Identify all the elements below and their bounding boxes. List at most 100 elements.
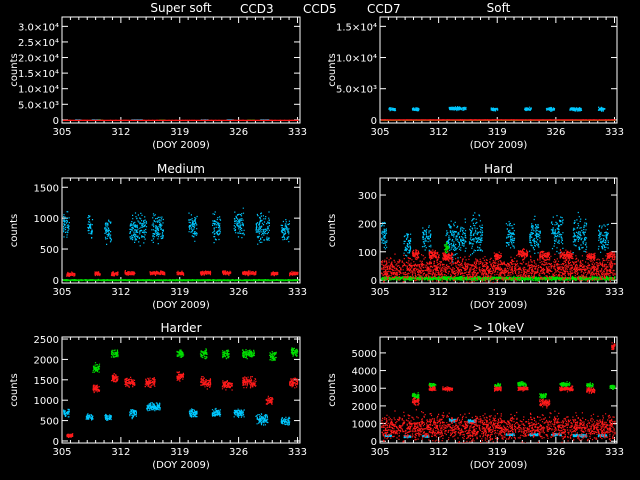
x-tick-label: 312 [429,287,448,298]
data-point-cluster [517,386,529,392]
data-point-cluster [242,376,257,389]
y-axis-label: counts [327,214,338,247]
data-point-cluster [199,348,208,360]
y-tick-label: 2.0×10⁴ [18,54,59,65]
y-tick-label: 500 [40,245,59,256]
data-point-cluster [517,381,527,388]
data-point-cluster [611,342,616,351]
data-point-cluster [380,221,388,250]
data-point-cluster [505,221,516,249]
legend: CCD3 CCD5 CCD7 [240,2,401,16]
data-point-cluster [290,347,299,357]
data-point-cluster [380,119,616,121]
y-tick-label: 3.0×10⁴ [18,22,59,33]
panels: Super soft 305 312 319 326 333 0 5.0×10³ 1.0×10⁴… [9,1,624,471]
data-point-cluster [110,271,119,277]
y-tick-label: 5000 [352,349,377,360]
series-ccd3 [63,402,291,426]
legend-ccd7: CCD7 [367,2,401,16]
panel-title: > 10keV [473,321,525,335]
data-point-cluster [124,376,136,388]
y-tick-label: 0 [53,437,59,448]
series-ccd5 [62,278,299,282]
x-axis-label: (DOY 2009) [152,140,210,151]
x-tick-label: 333 [605,287,624,298]
data-point-cluster [280,416,291,426]
series-ccd7 [66,270,299,277]
data-point-cluster [539,398,551,409]
series-ccd7 [380,119,616,121]
series-ccd3 [388,106,606,112]
x-axis-label: (DOY 2009) [470,300,528,311]
y-tick-label: 1.0×10⁴ [18,85,59,96]
series-ccd5 [411,381,616,399]
y-tick-label: 1500 [34,376,59,387]
data-point-cluster [280,219,290,243]
data-point-cluster [606,251,616,261]
data-point-cluster [222,270,232,276]
y-tick-label: 0 [53,116,59,127]
data-point-cluster [289,270,299,277]
y-tick-label: 1000 [34,214,59,225]
y-tick-label: 1.5×10⁴ [18,69,59,80]
y-tick-label: 5.0×10³ [336,85,377,96]
data-point-cluster [380,275,616,282]
y-axis-label: counts [327,373,338,406]
panel-hard: Hard 305 312 319 326 333 0 100 200 300 (DOY 2009) c… [327,162,624,311]
data-point-cluster [176,349,185,358]
data-point-cluster [110,349,119,358]
series-ccd3 [380,211,609,263]
x-tick-label: 319 [170,127,189,138]
data-point-cluster [445,218,467,263]
data-point-cluster [85,413,94,421]
x-tick-label: 305 [370,127,389,138]
y-tick-label: 4000 [352,367,377,378]
panel-title: Hard [484,162,513,176]
x-axis-label: (DOY 2009) [470,460,528,471]
data-point-cluster [572,211,588,254]
x-tick-label: 319 [170,287,189,298]
x-tick-label: 305 [52,287,71,298]
x-tick-label: 312 [111,447,130,458]
data-point-cluster [104,219,112,245]
data-point-cluster [176,270,185,276]
x-tick-label: 305 [370,287,389,298]
data-point-cluster [550,215,564,254]
x-axis-label: (DOY 2009) [470,140,528,151]
panel-soft: Soft 305 312 319 326 333 0 5.0×10³ 1.0×10⁴ 1.5×10… [327,1,624,151]
panel-super-soft: Super soft 305 312 319 326 333 0 5.0×10³ 1.0×10⁴… [9,1,307,151]
data-point-cluster [212,211,222,244]
data-point-cluster [597,106,606,112]
data-point-cluster [144,377,156,388]
data-point-cluster [129,409,137,420]
data-point-cluster [151,213,164,245]
data-point-cluster [545,106,556,112]
data-point-cluster [255,413,269,426]
y-tick-label: 2.5×10⁴ [18,38,59,49]
panel-title: Super soft [150,1,212,15]
panel-medium: Medium 305 312 319 326 333 0 500 1000 1500 (DOY 20… [9,162,307,311]
data-point-cluster [265,395,274,405]
y-tick-label: 100 [358,248,377,259]
data-point-cluster [255,211,270,245]
x-axis-label: (DOY 2009) [152,460,210,471]
data-points [63,347,299,438]
data-point-cluster [539,250,551,261]
data-point-cluster [221,380,233,391]
data-point-cluster [66,271,76,277]
data-point-cluster [124,270,136,276]
x-tick-label: 333 [288,287,307,298]
y-tick-label: 5.0×10³ [18,100,59,111]
data-point-cluster [421,225,432,253]
panel-title: Soft [487,1,511,15]
series-ccd7 [380,248,616,283]
data-point-cluster [411,107,420,112]
data-point-cluster [524,106,532,112]
data-point-cluster [428,385,437,392]
data-point-cluster [539,393,547,399]
x-tick-label: 305 [52,447,71,458]
y-tick-label: 3000 [352,384,377,395]
data-point-cluster [493,385,502,392]
x-tick-label: 326 [229,127,248,138]
y-tick-label: 0 [371,276,377,287]
